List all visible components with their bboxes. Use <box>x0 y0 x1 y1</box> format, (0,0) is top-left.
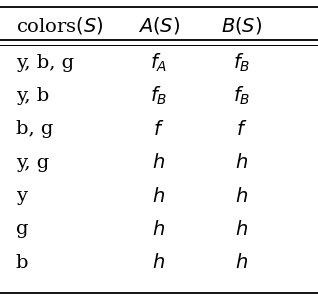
Text: $f$: $f$ <box>236 120 247 139</box>
Text: $h$: $h$ <box>235 153 248 172</box>
Text: $f$: $f$ <box>153 120 165 139</box>
Text: y, b, g: y, b, g <box>16 54 74 72</box>
Text: $h$: $h$ <box>153 220 165 239</box>
Text: y: y <box>16 187 27 205</box>
Text: y, b: y, b <box>16 87 49 105</box>
Text: $h$: $h$ <box>153 187 165 206</box>
Text: y, g: y, g <box>16 154 49 172</box>
Text: $A(S)$: $A(S)$ <box>138 15 180 36</box>
Text: $f_B$: $f_B$ <box>150 85 168 107</box>
Text: $h$: $h$ <box>153 253 165 272</box>
Text: b: b <box>16 254 28 272</box>
Text: $f_B$: $f_B$ <box>233 85 250 107</box>
Text: g: g <box>16 221 28 238</box>
Text: colors$(S)$: colors$(S)$ <box>16 15 104 36</box>
Text: $h$: $h$ <box>235 220 248 239</box>
Text: $h$: $h$ <box>153 153 165 172</box>
Text: $h$: $h$ <box>235 253 248 272</box>
Text: $f_B$: $f_B$ <box>233 52 250 74</box>
Text: $B(S)$: $B(S)$ <box>221 15 262 36</box>
Text: $h$: $h$ <box>235 187 248 206</box>
Text: b, g: b, g <box>16 120 53 138</box>
Text: $f_A$: $f_A$ <box>150 52 168 74</box>
